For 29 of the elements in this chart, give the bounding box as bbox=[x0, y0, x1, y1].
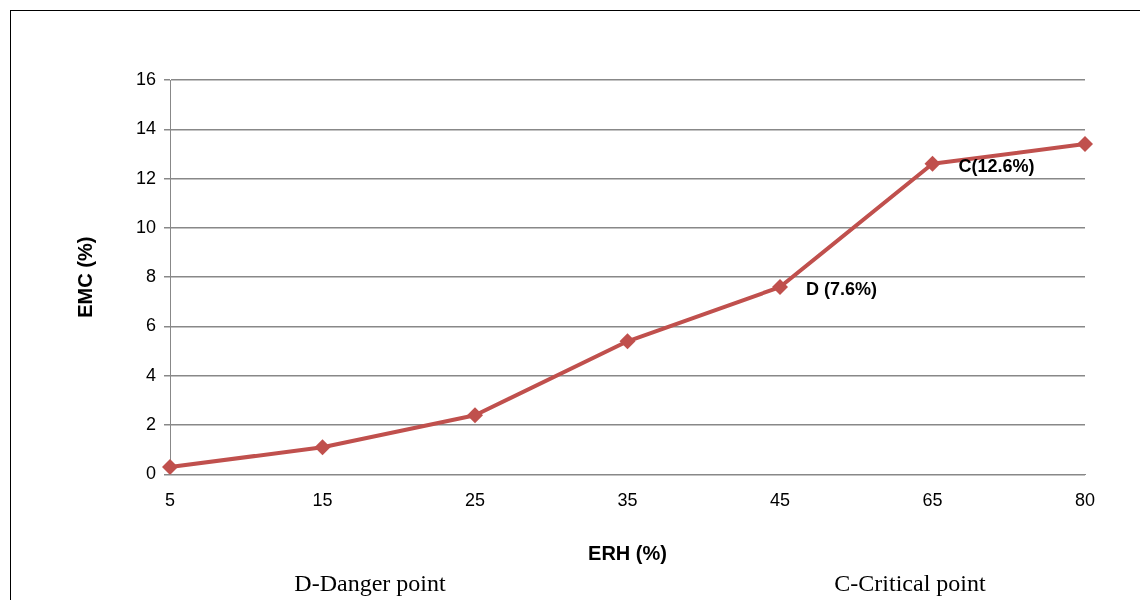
x-tick-label: 15 bbox=[312, 490, 333, 511]
annotation: D (7.6%) bbox=[806, 279, 878, 300]
y-tick-label: 10 bbox=[135, 216, 157, 237]
y-tick-label: 2 bbox=[146, 414, 157, 435]
point bbox=[467, 407, 484, 424]
y-tick-label: 16 bbox=[135, 68, 157, 89]
x-tick-label: 80 bbox=[1074, 490, 1096, 511]
x-tick-label: 35 bbox=[617, 490, 638, 511]
x-tick-label: 65 bbox=[922, 490, 943, 511]
point bbox=[619, 333, 636, 350]
y-tick-label: 14 bbox=[135, 118, 157, 139]
y-tick-label: 12 bbox=[135, 167, 157, 188]
x-tick-label: 45 bbox=[769, 490, 791, 511]
x-axis-title: ERH (%) bbox=[588, 541, 667, 564]
point bbox=[314, 439, 331, 456]
text: D-Danger point bbox=[294, 570, 446, 597]
y-tick-label: 6 bbox=[146, 315, 157, 336]
x-tick-label: 25 bbox=[465, 490, 486, 511]
y-tick-label: 0 bbox=[146, 463, 157, 484]
point bbox=[1077, 136, 1093, 153]
text: C-Critical point bbox=[834, 570, 986, 597]
point bbox=[162, 459, 179, 475]
y-axis-title: EMC (%) bbox=[73, 236, 96, 318]
y-tick-label: 4 bbox=[146, 364, 157, 385]
x-tick-label: 5 bbox=[165, 490, 176, 511]
y-tick-label: 8 bbox=[146, 266, 157, 287]
point bbox=[772, 279, 789, 296]
point bbox=[924, 155, 941, 172]
annotation: C(12.6%) bbox=[958, 155, 1035, 176]
